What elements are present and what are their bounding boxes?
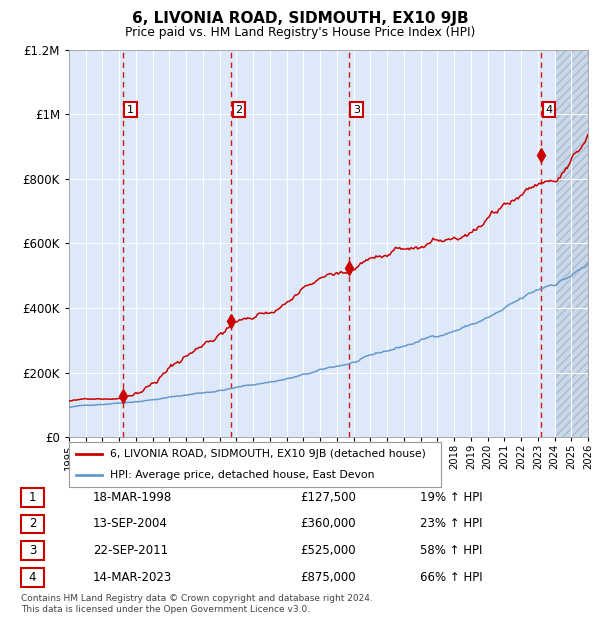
Text: Price paid vs. HM Land Registry's House Price Index (HPI): Price paid vs. HM Land Registry's House …: [125, 26, 475, 39]
Text: £360,000: £360,000: [300, 518, 356, 530]
Text: 19% ↑ HPI: 19% ↑ HPI: [420, 491, 482, 503]
Text: 22-SEP-2011: 22-SEP-2011: [93, 544, 168, 557]
Text: £875,000: £875,000: [300, 571, 356, 583]
Text: 58% ↑ HPI: 58% ↑ HPI: [420, 544, 482, 557]
Bar: [554, 50, 588, 437]
Text: 6, LIVONIA ROAD, SIDMOUTH, EX10 9JB (detached house): 6, LIVONIA ROAD, SIDMOUTH, EX10 9JB (det…: [110, 449, 426, 459]
Text: 18-MAR-1998: 18-MAR-1998: [93, 491, 172, 503]
Text: Contains HM Land Registry data © Crown copyright and database right 2024.
This d: Contains HM Land Registry data © Crown c…: [21, 595, 373, 614]
Bar: [554, 50, 588, 437]
Text: £525,000: £525,000: [300, 544, 356, 557]
Text: 1: 1: [29, 491, 36, 503]
Text: £127,500: £127,500: [300, 491, 356, 503]
Text: HPI: Average price, detached house, East Devon: HPI: Average price, detached house, East…: [110, 469, 374, 480]
Text: 4: 4: [545, 105, 553, 115]
Text: 1: 1: [127, 105, 134, 115]
Text: 4: 4: [29, 571, 36, 583]
Text: 2: 2: [29, 518, 36, 530]
Text: 6, LIVONIA ROAD, SIDMOUTH, EX10 9JB: 6, LIVONIA ROAD, SIDMOUTH, EX10 9JB: [131, 11, 469, 26]
Text: 66% ↑ HPI: 66% ↑ HPI: [420, 571, 482, 583]
Text: 3: 3: [353, 105, 360, 115]
Text: 2: 2: [236, 105, 242, 115]
Text: 23% ↑ HPI: 23% ↑ HPI: [420, 518, 482, 530]
Text: 14-MAR-2023: 14-MAR-2023: [93, 571, 172, 583]
Text: 13-SEP-2004: 13-SEP-2004: [93, 518, 168, 530]
Text: 3: 3: [29, 544, 36, 557]
